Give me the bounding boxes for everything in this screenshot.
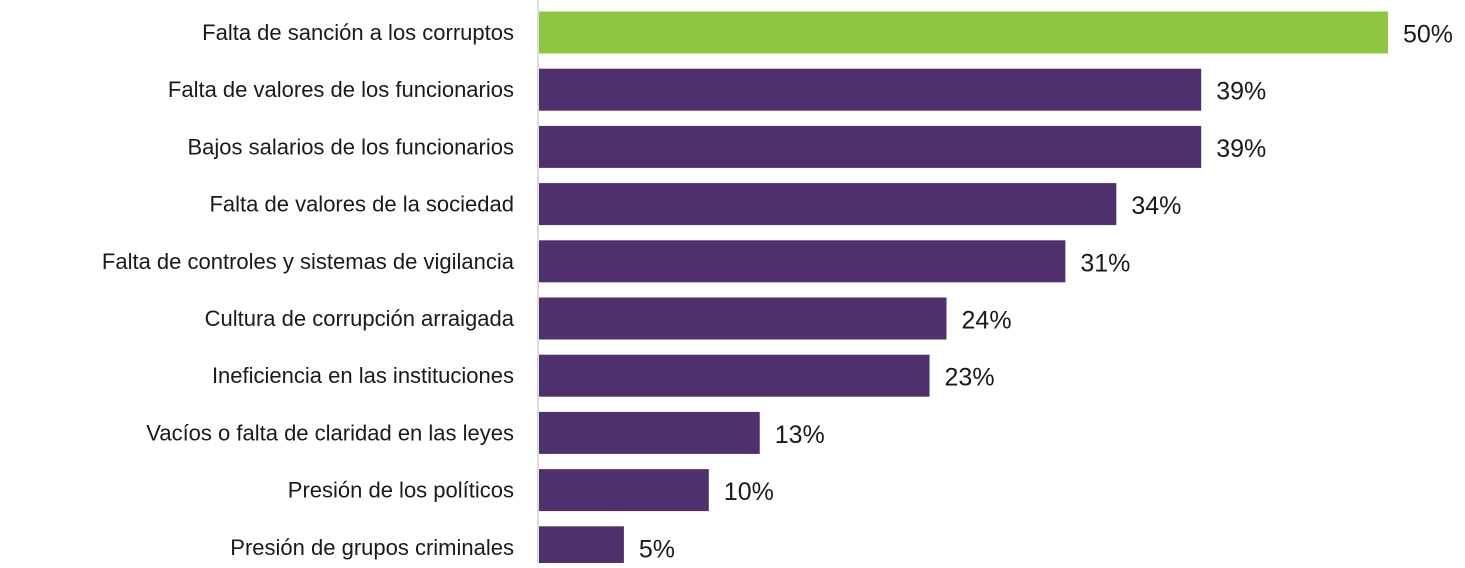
category-label: Falta de controles y sistemas de vigilan…	[102, 249, 515, 274]
value-label: 50%	[1403, 21, 1453, 49]
value-label: 23%	[945, 364, 995, 392]
bar	[539, 411, 760, 454]
value-label: 13%	[775, 421, 825, 449]
category-label: Vacíos o falta de claridad en las leyes	[146, 420, 514, 445]
bar	[539, 354, 930, 397]
value-labels-group: 50% 39% 39% 34% 31% 24% 23% 13% 10% 5%	[639, 21, 1453, 564]
bar	[539, 183, 1117, 226]
category-label: Presión de los políticos	[288, 478, 514, 503]
value-label: 24%	[962, 307, 1012, 335]
value-label: 5%	[639, 535, 675, 563]
bar	[539, 526, 624, 568]
value-label: 34%	[1131, 192, 1181, 220]
category-label: Presión de grupos criminales	[230, 535, 514, 560]
value-label: 31%	[1080, 249, 1130, 277]
bar	[539, 68, 1202, 111]
bar	[539, 469, 709, 512]
category-label: Bajos salarios de los funcionarios	[187, 134, 514, 159]
category-label: Cultura de corrupción arraigada	[205, 306, 515, 331]
category-label: Ineficiencia en las instituciones	[212, 363, 514, 388]
category-label: Falta de sanción a los corruptos	[202, 20, 514, 45]
bar	[539, 125, 1202, 168]
bar	[539, 11, 1388, 54]
category-labels-group: Falta de sanción a los corruptos Falta de…	[102, 20, 515, 560]
bars-group	[539, 11, 1388, 568]
value-label: 39%	[1216, 78, 1266, 106]
value-label: 39%	[1216, 135, 1266, 163]
value-label: 10%	[724, 478, 774, 506]
category-label: Falta de valores de los funcionarios	[168, 77, 514, 102]
bar	[539, 297, 947, 340]
category-label: Falta de valores de la sociedad	[209, 192, 514, 217]
bar	[539, 240, 1066, 283]
